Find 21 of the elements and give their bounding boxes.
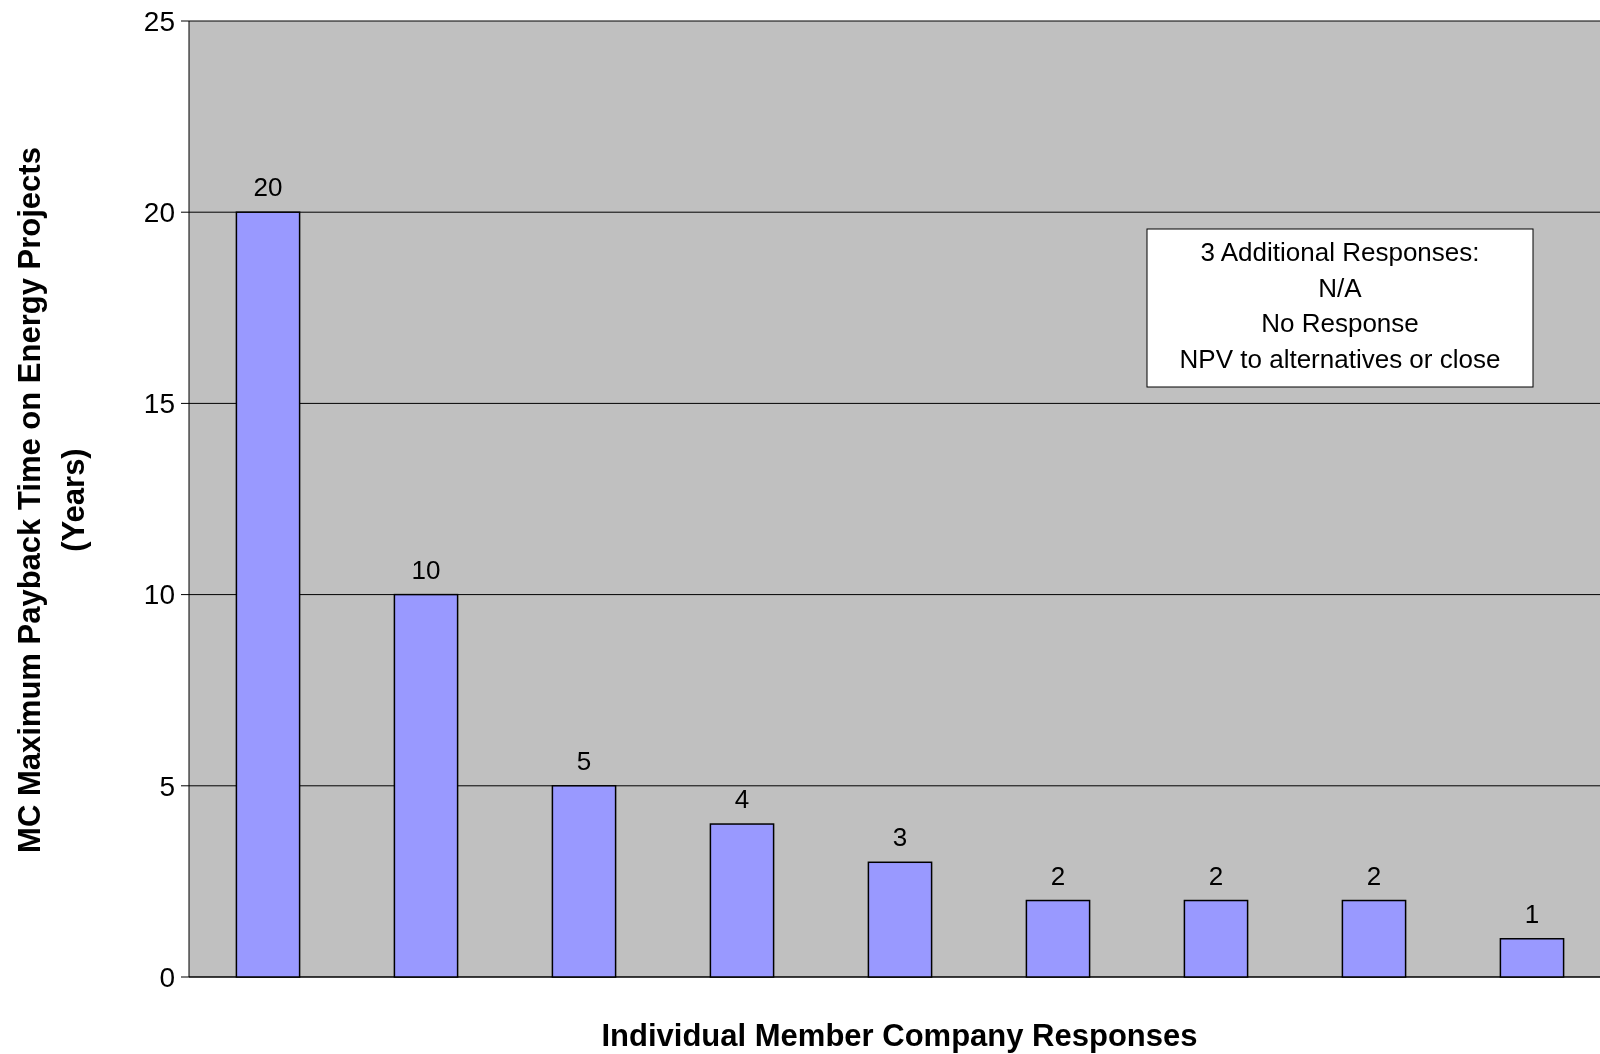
y-tick-label: 5 bbox=[159, 770, 175, 802]
data-label: 2 bbox=[1208, 860, 1224, 891]
data-label: 3 bbox=[892, 822, 908, 853]
data-label: 1 bbox=[1524, 898, 1540, 929]
data-label: 20 bbox=[253, 172, 283, 203]
annotation: No Response bbox=[1261, 308, 1419, 338]
annotation: 3 Additional Responses: bbox=[1200, 237, 1480, 267]
annotation: NPV to alternatives or close bbox=[1179, 343, 1501, 374]
data-label: 2 bbox=[1366, 860, 1382, 891]
data-label: 2 bbox=[1050, 860, 1066, 891]
data-label: 4 bbox=[734, 784, 750, 815]
annotation: N/A bbox=[1318, 272, 1363, 303]
y-tick-label: 25 bbox=[143, 5, 175, 37]
y-tick-label: 15 bbox=[143, 388, 175, 420]
data-label: 10 bbox=[411, 554, 441, 585]
y-tick-label: 10 bbox=[143, 579, 175, 611]
x-axis-title: Individual Member Company Responses bbox=[601, 1018, 1198, 1053]
y-tick-label: 20 bbox=[143, 197, 175, 228]
y-axis-title: MC Maximum Payback Time on Energy Projects (Years) bbox=[12, 147, 91, 853]
y-tick-label: 0 bbox=[159, 961, 175, 993]
data-label: 5 bbox=[576, 745, 592, 776]
